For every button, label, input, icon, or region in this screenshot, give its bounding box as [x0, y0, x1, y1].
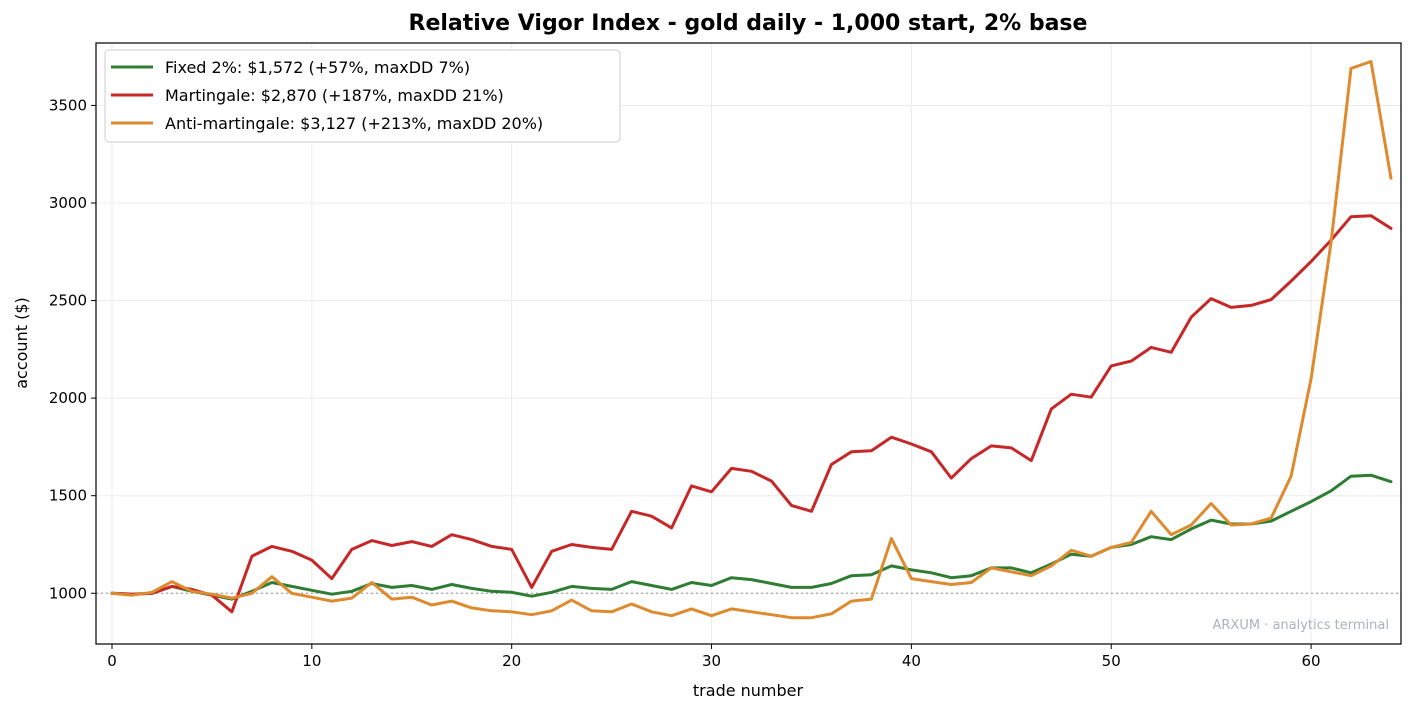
x-tick-label: 30	[702, 652, 721, 670]
y-tick-label: 1000	[49, 584, 87, 602]
y-tick-label: 2500	[49, 292, 87, 310]
x-tick-label: 10	[302, 652, 321, 670]
legend-box	[104, 49, 621, 143]
legend-label: Anti-martingale: $3,127 (+213%, maxDD 20…	[165, 114, 543, 133]
x-tick-label: 50	[1102, 652, 1121, 670]
plot-area	[95, 42, 1402, 645]
legend: Fixed 2%: $1,572 (+57%, maxDD 7%) Marting…	[104, 49, 621, 143]
series-layer	[110, 60, 1393, 620]
watermark: ARXUM · analytics terminal	[1212, 618, 1389, 633]
x-axis-label: trade number	[693, 681, 804, 700]
x-axis: 0 10 20 30 40 50 60	[107, 644, 1321, 670]
y-tick-label: 3000	[49, 194, 87, 212]
legend-label: Fixed 2%: $1,572 (+57%, maxDD 7%)	[165, 58, 470, 77]
series-line-1	[110, 473, 1393, 601]
x-tick-label: 60	[1302, 652, 1321, 670]
y-tick-label: 1500	[49, 487, 87, 505]
y-axis-label: account ($)	[12, 297, 31, 389]
legend-label: Martingale: $2,870 (+187%, maxDD 21%)	[165, 86, 504, 105]
y-tick-label: 2000	[49, 389, 87, 407]
x-tick-label: 0	[107, 652, 117, 670]
series-line-2	[110, 214, 1393, 614]
series-line-3	[110, 60, 1393, 620]
chart-title: Relative Vigor Index - gold daily - 1,00…	[409, 11, 1088, 36]
grid	[96, 43, 1401, 644]
x-tick-label: 40	[902, 652, 921, 670]
y-tick-label: 3500	[49, 96, 87, 114]
x-tick-label: 20	[502, 652, 521, 670]
y-axis: 1000 1500 2000 2500 3000 3500	[49, 96, 96, 602]
